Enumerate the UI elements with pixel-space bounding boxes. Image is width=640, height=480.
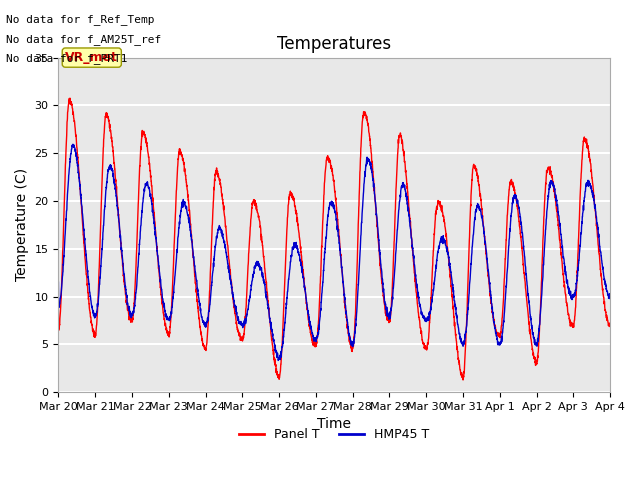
HMP45 T — [606, 291, 614, 297]
Panel T — [118, 250, 125, 256]
HMP45 T — [596, 243, 604, 249]
HMP45 T — [275, 358, 282, 363]
X-axis label: Time: Time — [317, 418, 351, 432]
Panel T — [606, 322, 614, 328]
Line: HMP45 T: HMP45 T — [58, 144, 610, 360]
Panel T — [54, 308, 62, 314]
Text: VR_met: VR_met — [65, 51, 118, 64]
HMP45 T — [291, 242, 298, 248]
Legend: Panel T, HMP45 T: Panel T, HMP45 T — [234, 423, 434, 446]
Panel T — [536, 313, 544, 319]
Text: No data for f_PRT1: No data for f_PRT1 — [6, 53, 128, 64]
HMP45 T — [118, 245, 125, 251]
Y-axis label: Temperature (C): Temperature (C) — [15, 168, 29, 281]
Panel T — [266, 321, 274, 326]
HMP45 T — [266, 319, 274, 324]
HMP45 T — [69, 142, 77, 147]
HMP45 T — [54, 279, 62, 285]
Panel T — [596, 255, 604, 261]
HMP45 T — [150, 219, 158, 225]
Panel T — [66, 96, 74, 101]
Text: No data for f_Ref_Temp: No data for f_Ref_Temp — [6, 14, 155, 25]
Panel T — [460, 377, 467, 383]
Panel T — [150, 210, 158, 216]
Line: Panel T: Panel T — [58, 98, 610, 380]
Text: No data for f_AM25T_ref: No data for f_AM25T_ref — [6, 34, 162, 45]
Title: Temperatures: Temperatures — [277, 35, 391, 53]
Panel T — [290, 196, 298, 202]
HMP45 T — [536, 312, 544, 317]
